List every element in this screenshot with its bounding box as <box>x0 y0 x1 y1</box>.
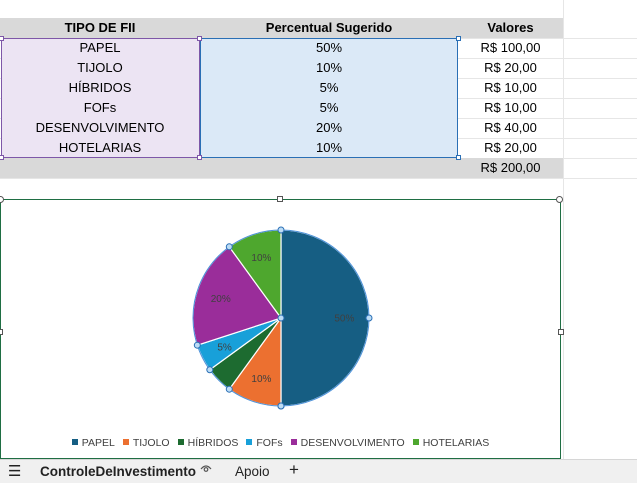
selection-handle[interactable] <box>197 155 202 160</box>
legend-item[interactable]: PAPEL <box>71 437 115 449</box>
cell-total[interactable]: R$ 200,00 <box>458 158 563 178</box>
total-row: R$ 200,00 <box>0 158 563 178</box>
header-tipo[interactable]: TIPO DE FII <box>0 18 200 38</box>
tab-controle-de-investimento[interactable]: ControleDeInvestimento <box>40 464 197 479</box>
selection-handle[interactable] <box>456 36 461 41</box>
legend-label: PAPEL <box>81 437 115 449</box>
legend-item[interactable]: HÍBRIDOS <box>177 437 239 449</box>
add-sheet-button[interactable]: + <box>289 460 299 479</box>
cell-valor[interactable]: R$ 10,00 <box>484 80 537 95</box>
sheet-tab-bar: ☰ ControleDeInvestimento Apoio + <box>0 459 637 483</box>
cell-tipo[interactable]: FOFs <box>83 100 117 115</box>
cell-tipo[interactable]: DESENVOLVIMENTO <box>35 120 165 135</box>
cell-valor[interactable]: R$ 40,00 <box>484 120 537 135</box>
table-row: HÍBRIDOS 5% R$ 10,00 <box>0 78 563 98</box>
chart-resize-handle[interactable] <box>0 196 4 203</box>
eye-icon <box>200 463 212 478</box>
legend-swatch <box>412 439 419 445</box>
selection-handle[interactable] <box>197 36 202 41</box>
cell-tipo[interactable]: PAPEL <box>79 40 121 55</box>
table-row: DESENVOLVIMENTO 20% R$ 40,00 <box>0 118 563 138</box>
table-row: TIJOLO 10% R$ 20,00 <box>0 58 563 78</box>
legend-item[interactable]: FOFs <box>246 437 283 449</box>
legend-swatch <box>177 439 184 445</box>
chart-resize-handle[interactable] <box>558 329 564 335</box>
cell-valor[interactable]: R$ 20,00 <box>484 60 537 75</box>
legend-item[interactable]: DESENVOLVIMENTO <box>290 437 405 449</box>
total-row-fill <box>0 158 458 178</box>
selection-handle[interactable] <box>0 36 4 41</box>
table-row: HOTELARIAS 10% R$ 20,00 <box>0 138 563 158</box>
cell-percentual[interactable]: 5% <box>319 80 339 95</box>
fii-table: TIPO DE FII Percentual Sugerido Valores <box>0 18 563 178</box>
legend-swatch <box>122 439 129 445</box>
chart-legend: PAPEL TIJOLO HÍBRIDOS FOFs DESENVOLVIMENTO HO… <box>0 437 561 449</box>
chart-resize-handle[interactable] <box>0 329 3 335</box>
chart-resize-handle[interactable] <box>277 196 283 202</box>
legend-swatch <box>290 439 297 445</box>
legend-swatch <box>246 439 253 445</box>
cell-valor[interactable]: R$ 100,00 <box>480 40 541 55</box>
table-row: FOFs 5% R$ 10,00 <box>0 98 563 118</box>
legend-swatch <box>71 439 78 445</box>
cell-tipo[interactable]: HÍBRIDOS <box>68 80 132 95</box>
tab-apoio[interactable]: Apoio <box>235 464 270 479</box>
legend-label: HÍBRIDOS <box>187 437 239 449</box>
selection-handle[interactable] <box>456 155 461 160</box>
cell-valor[interactable]: R$ 20,00 <box>484 140 537 155</box>
legend-label: FOFs <box>256 437 283 449</box>
table-body: PAPEL 50% R$ 100,00 TIJOLO 10% R$ 20,00 … <box>0 38 563 178</box>
legend-item[interactable]: TIJOLO <box>122 437 170 449</box>
cell-percentual[interactable]: 5% <box>319 100 339 115</box>
legend-label: TIJOLO <box>132 437 170 449</box>
percentual-selection-range[interactable] <box>200 38 458 158</box>
legend-label: HOTELARIAS <box>422 437 490 449</box>
chart-resize-handle[interactable] <box>556 196 563 203</box>
cell-tipo[interactable]: HOTELARIAS <box>58 140 142 155</box>
legend-item[interactable]: HOTELARIAS <box>412 437 490 449</box>
cell-valor[interactable]: R$ 10,00 <box>484 100 537 115</box>
table-row: PAPEL 50% R$ 100,00 <box>0 38 563 58</box>
tipo-selection-range[interactable] <box>1 38 200 158</box>
header-percentual[interactable]: Percentual Sugerido <box>200 18 458 38</box>
selection-handle[interactable] <box>0 155 4 160</box>
cell-percentual[interactable]: 10% <box>315 60 343 75</box>
cell-percentual[interactable]: 20% <box>315 120 343 135</box>
sheets-menu-icon[interactable]: ☰ <box>8 463 22 480</box>
header-valores[interactable]: Valores <box>458 18 563 38</box>
pie-chart-frame[interactable] <box>0 199 561 459</box>
cell-tipo[interactable]: TIJOLO <box>77 60 123 75</box>
legend-label: DESENVOLVIMENTO <box>300 437 405 449</box>
cell-percentual[interactable]: 50% <box>315 40 343 55</box>
table-header-row: TIPO DE FII Percentual Sugerido Valores <box>0 18 563 38</box>
cell-percentual[interactable]: 10% <box>315 140 343 155</box>
